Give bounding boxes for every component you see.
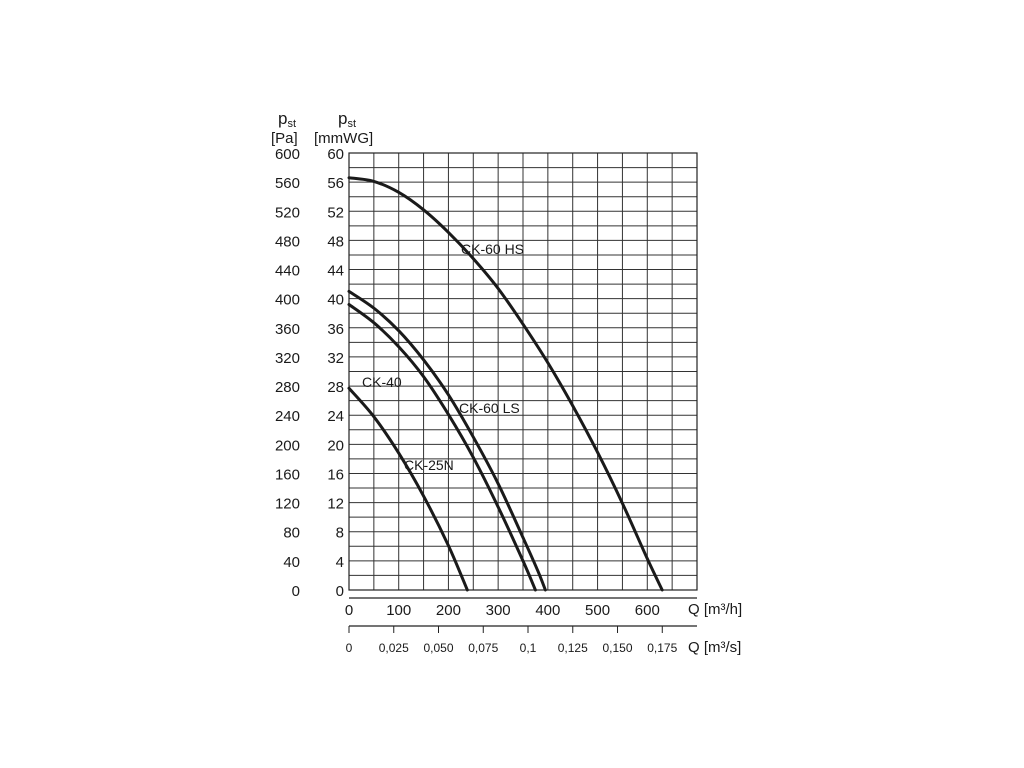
y-axis-mmwg-tick-label: 48 <box>327 233 344 250</box>
y-axis-pa-tick-label: 160 <box>275 466 300 483</box>
y-axis-pa-symbol: pst <box>278 109 296 130</box>
y-axis-pa-tick-label: 40 <box>283 554 300 571</box>
y-axis-mmwg-tick-label: 56 <box>327 175 344 192</box>
y-axis-pa-tick-label: 320 <box>275 350 300 367</box>
y-axis-pa-tick-label: 600 <box>275 146 300 163</box>
x-axis-m3s-tick-label: 0,125 <box>558 641 588 655</box>
x-axis-m3h-label: Q [m³/h] <box>688 601 742 618</box>
y-axis-mmwg-tick-label: 4 <box>336 554 344 571</box>
x-axis-m3h-tick-label: 300 <box>486 602 511 619</box>
y-axis-mmwg-tick-label: 28 <box>327 379 344 396</box>
curve-ck-60-ls <box>347 289 547 592</box>
y-axis-pa-tick-label: 80 <box>283 525 300 542</box>
y-axis-mmwg-symbol: pst <box>338 109 356 130</box>
y-axis-pa-tick-label: 360 <box>275 321 300 338</box>
x-axis-m3s-tick-label: 0,150 <box>603 641 633 655</box>
y-axis-mmwg-tick-label: 12 <box>327 496 344 513</box>
curve-ck-25n <box>347 386 469 592</box>
y-axis-mmwg-tick-label: 20 <box>327 437 344 454</box>
x-axis-m3s-tick-label: 0 <box>346 641 353 655</box>
chart-labels: pst [Pa] pst [mmWG] Q [m³/h] Q [m³/s] 60… <box>271 109 742 656</box>
y-axis-pa-unit: [Pa] <box>271 130 298 147</box>
x-axis-m3s-tick-label: 0,075 <box>468 641 498 655</box>
y-axis-mmwg-unit: [mmWG] <box>314 130 373 147</box>
curve-label-ck-60-ls: CK-60 LS <box>459 400 520 416</box>
x-axis-m3h-tick-label: 600 <box>635 602 660 619</box>
x-axis-m3h-tick-label: 200 <box>436 602 461 619</box>
y-axis-mmwg-tick-label: 52 <box>327 204 344 221</box>
y-axis-pa-tick-label: 0 <box>292 583 300 600</box>
plot-frame <box>348 152 698 591</box>
x-axis-m3h-tick-label: 100 <box>386 602 411 619</box>
y-axis-pa-tick-label: 400 <box>275 292 300 309</box>
y-axis-pa-tick-label: 520 <box>275 204 300 221</box>
x-axis-m3s-tick-label: 0,050 <box>423 641 453 655</box>
y-axis-mmwg-tick-label: 32 <box>327 350 344 367</box>
y-axis-mmwg-tick-label: 16 <box>327 466 344 483</box>
x-axis-m3s-tick-label: 0,025 <box>379 641 409 655</box>
y-axis-mmwg-tick-label: 44 <box>327 263 344 280</box>
y-axis-pa-tick-label: 560 <box>275 175 300 192</box>
chart-grid <box>348 152 698 633</box>
y-axis-pa-tick-label: 200 <box>275 437 300 454</box>
y-axis-mmwg-tick-label: 60 <box>327 146 344 163</box>
y-axis-mmwg-tick-label: 24 <box>327 408 344 425</box>
curve-label-ck-60-hs: CK-60 HS <box>461 241 524 257</box>
x-axis-m3s-tick-label: 0,175 <box>647 641 677 655</box>
y-axis-pa-tick-label: 440 <box>275 263 300 280</box>
curve-label-ck-25n: CK-25N <box>404 457 454 473</box>
y-axis-mmwg-tick-label: 36 <box>327 321 344 338</box>
y-axis-mmwg-tick-label: 0 <box>336 583 344 600</box>
curve-label-ck-40: CK-40 <box>362 374 402 390</box>
x-axis-m3h-tick-label: 500 <box>585 602 610 619</box>
y-axis-pa-tick-label: 280 <box>275 379 300 396</box>
y-axis-mmwg-tick-label: 40 <box>327 292 344 309</box>
y-axis-pa-tick-label: 240 <box>275 408 300 425</box>
curves <box>347 176 664 592</box>
x-axis-m3h-tick-label: 400 <box>535 602 560 619</box>
x-axis-m3h-tick-label: 0 <box>345 602 353 619</box>
y-axis-pa-tick-label: 480 <box>275 233 300 250</box>
y-axis-mmwg-tick-label: 8 <box>336 525 344 542</box>
curve-ck-60-hs <box>347 176 664 592</box>
x-axis-m3s-label: Q [m³/s] <box>688 639 741 656</box>
x-axis-m3s-tick-label: 0,1 <box>520 641 537 655</box>
y-axis-pa-tick-label: 120 <box>275 496 300 513</box>
curve-ck-40 <box>347 302 537 592</box>
